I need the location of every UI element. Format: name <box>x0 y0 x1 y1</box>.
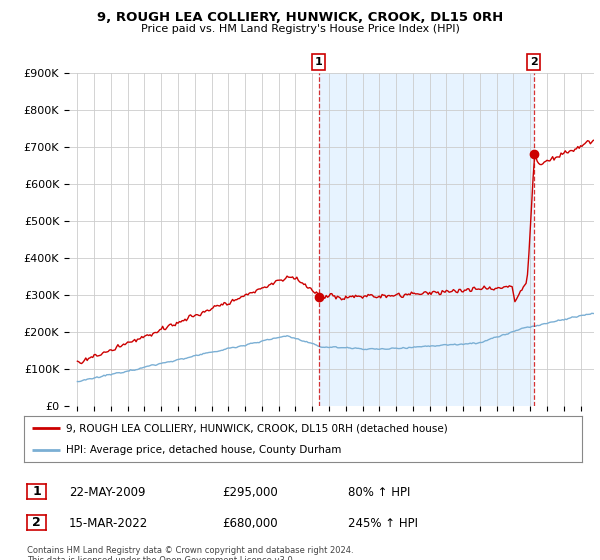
Text: 22-MAY-2009: 22-MAY-2009 <box>69 486 146 500</box>
Text: 9, ROUGH LEA COLLIERY, HUNWICK, CROOK, DL15 0RH: 9, ROUGH LEA COLLIERY, HUNWICK, CROOK, D… <box>97 11 503 24</box>
Text: 1: 1 <box>315 57 322 67</box>
Text: 2: 2 <box>530 57 538 67</box>
Text: 9, ROUGH LEA COLLIERY, HUNWICK, CROOK, DL15 0RH (detached house): 9, ROUGH LEA COLLIERY, HUNWICK, CROOK, D… <box>66 423 448 433</box>
Text: HPI: Average price, detached house, County Durham: HPI: Average price, detached house, Coun… <box>66 445 341 455</box>
Text: Price paid vs. HM Land Registry's House Price Index (HPI): Price paid vs. HM Land Registry's House … <box>140 24 460 34</box>
Text: £295,000: £295,000 <box>222 486 278 500</box>
Text: 80% ↑ HPI: 80% ↑ HPI <box>348 486 410 500</box>
Text: Contains HM Land Registry data © Crown copyright and database right 2024.
This d: Contains HM Land Registry data © Crown c… <box>27 546 353 560</box>
Text: 245% ↑ HPI: 245% ↑ HPI <box>348 517 418 530</box>
Text: 2: 2 <box>32 516 41 529</box>
Bar <box>319 73 533 406</box>
Text: 1: 1 <box>32 485 41 498</box>
Text: 15-MAR-2022: 15-MAR-2022 <box>69 517 148 530</box>
Text: £680,000: £680,000 <box>222 517 278 530</box>
